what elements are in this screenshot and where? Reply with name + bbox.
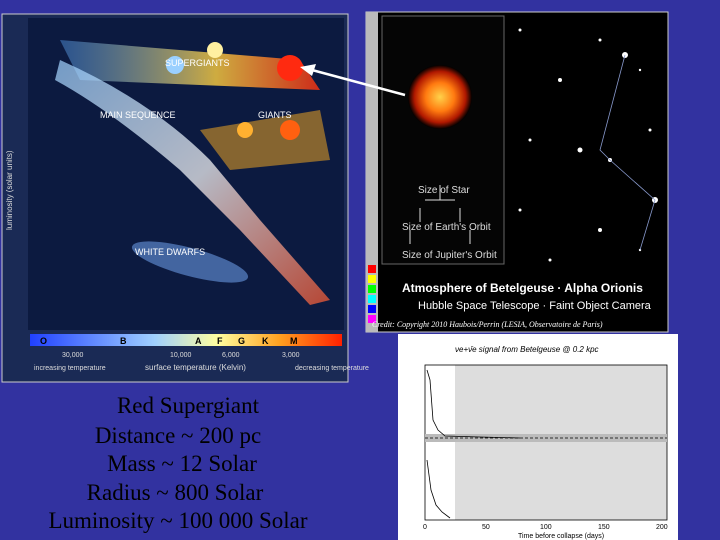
plot-title: νe+ν̄e signal from Betelgeuse @ 0.2 kpc [455,345,599,354]
x-tick: 50 [482,524,490,531]
region-label: WHITE DWARFS [135,247,205,257]
x-tick: 200 [656,524,668,531]
hr-diagram: SUPERGIANTS GIANTS MAIN SEQUENCE WHITE D… [1,13,369,383]
spectral-class: K [262,336,269,346]
scale-label: Size of Earth's Orbit [402,222,491,233]
hubble-image: Size of Star Size of Earth's Orbit Size … [365,11,669,333]
x-tick: 100 [540,524,552,531]
spectral-class: O [40,336,47,346]
note: increasing temperature [34,365,106,372]
spectral-class: B [120,336,127,346]
y-axis-label: luminosity (solar units) [5,150,14,230]
spectral-class: F [217,336,223,346]
text-line: Mass ~ 12 Solar [107,451,257,476]
x-tick: 150 [598,524,610,531]
neutrino-plot: νe+ν̄e signal from Betelgeuse @ 0.2 kpc … [398,334,678,540]
spectral-class: M [290,336,298,346]
image-title: Atmosphere of Betelgeuse · Alpha Orionis [402,281,643,295]
text-line: Radius ~ 800 Solar [87,480,264,505]
region-label: MAIN SEQUENCE [100,110,176,120]
credit: Credit: Copyright 2010 Haubois/Perrin (L… [372,320,603,329]
temperature-tick: 6,000 [222,352,240,359]
x-axis-label: surface temperature (Kelvin) [145,363,246,372]
spectral-class: A [195,336,202,346]
note: decreasing temperature [295,365,369,372]
scale-label: Size of Star [418,185,470,196]
slide-text: Red Supergiant Distance ~ 200 pc Mass ~ … [48,393,307,533]
text-line: Luminosity ~ 100 000 Solar [48,508,307,533]
x-axis-label: Time before collapse (days) [518,533,604,540]
temperature-tick: 30,000 [62,352,84,359]
temperature-tick: 3,000 [282,352,300,359]
arrow [300,64,406,97]
spectral-class: G [238,336,245,346]
temperature-tick: 10,000 [170,352,192,359]
region-label: GIANTS [258,110,292,120]
text-line: Distance ~ 200 pc [95,423,261,448]
scale-label: Size of Jupiter's Orbit [402,250,497,261]
region-label: SUPERGIANTS [165,58,230,68]
image-subtitle: Hubble Space Telescope · Faint Object Ca… [418,300,652,312]
x-tick: 0 [423,524,427,531]
text-line: Red Supergiant [117,393,260,418]
